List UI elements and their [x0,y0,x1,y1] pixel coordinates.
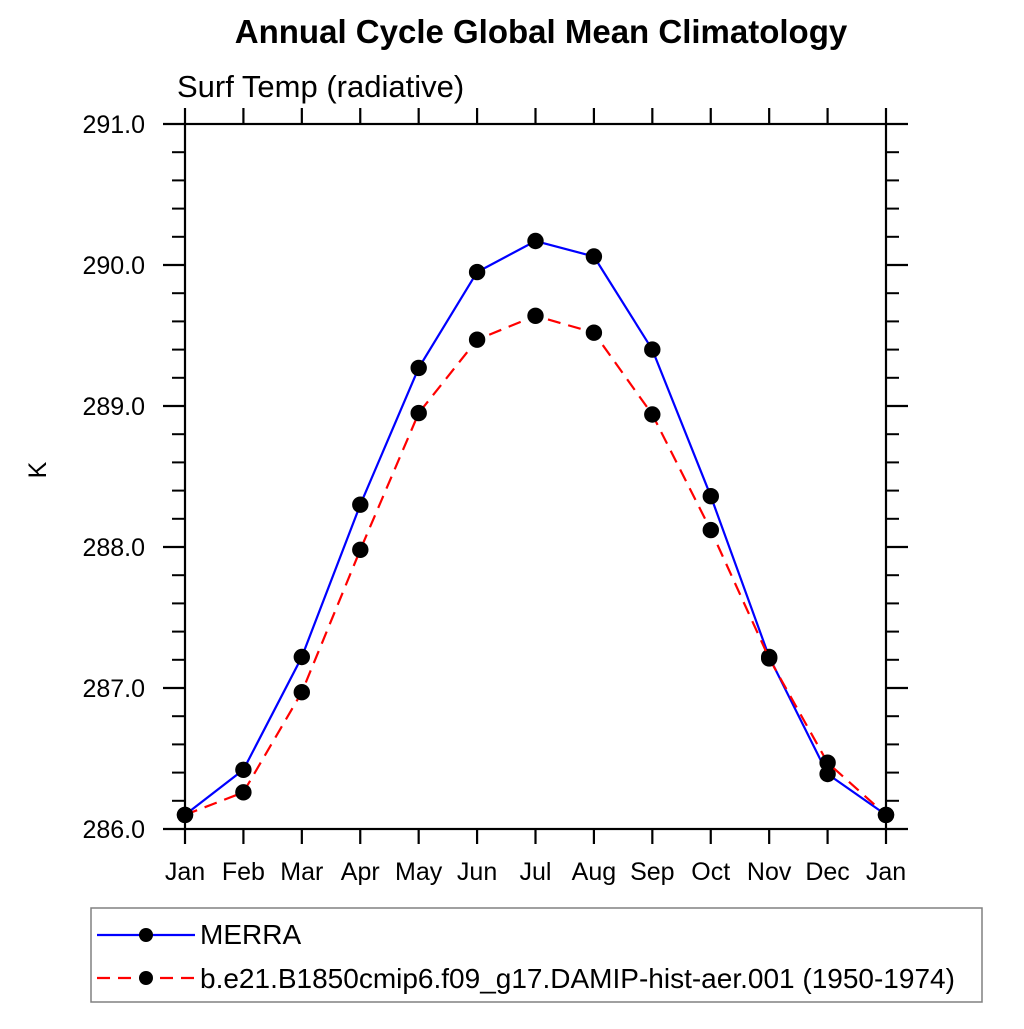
legend-entry-label: b.e21.B1850cmip6.f09_g17.DAMIP-hist-aer.… [200,963,955,994]
series-line-1 [184,314,887,816]
plot-frame [183,122,888,831]
data-point-marker [352,496,369,513]
data-point-marker [235,761,252,778]
legend-box [90,907,983,1003]
data-point-marker [761,650,778,667]
x-tick-label: Dec [805,858,849,886]
data-point-marker [877,806,895,824]
x-tick-label: Jul [520,858,552,886]
data-point-marker [468,263,486,281]
data-point-marker [702,521,719,539]
y-tick-label: 287.0 [82,675,145,703]
data-point-marker [293,684,310,701]
x-tick-label: Mar [280,858,323,886]
data-point-marker [585,248,603,265]
data-point-marker [702,488,719,505]
y-tick-label: 291.0 [82,111,145,139]
y-tick-label: 289.0 [82,393,145,421]
y-axis-label: K [24,461,52,478]
y-tick-label: 288.0 [82,534,145,562]
data-point-marker [527,232,544,250]
x-tick-label: Oct [691,858,730,886]
data-point-marker [527,307,544,324]
data-series [176,232,895,824]
data-point-marker [819,765,836,783]
legend-marker-1 [139,971,153,985]
y-tick-label: 290.0 [82,252,145,280]
x-tick-label: Sep [630,858,674,886]
data-point-marker [293,648,310,666]
data-point-marker [410,404,427,422]
x-tick-label: Jan [866,858,906,886]
axes: 286.0 287.0 288.0 289.0 290.0 291.0 Jan Feb Mar A… [82,108,908,886]
legend-entry-label: MERRA [200,919,301,950]
chart-title: Annual Cycle Global Mean Climatology [235,13,848,50]
legend-marker-0 [139,928,153,942]
y-tick-label: 286.0 [82,816,145,844]
chart-subtitle: Surf Temp (radiative) [177,69,464,104]
x-tick-label: Nov [747,858,792,886]
data-point-marker [644,406,661,423]
x-tick-label: Jun [457,858,497,886]
data-point-marker [644,341,661,358]
x-tick-label: Aug [572,858,616,886]
series-line-0 [184,239,887,816]
data-point-marker [819,754,836,771]
legend: MERRA b.e21.B1850cmip6.f09_g17.DAMIP-hist… [90,907,983,1003]
data-point-marker [410,359,427,377]
x-tick-label: Jan [165,858,205,886]
data-point-marker [176,806,194,824]
data-point-marker [585,324,603,341]
x-tick-label: Feb [222,858,265,886]
x-tick-label: Apr [341,858,380,886]
data-point-marker [468,331,486,348]
data-point-marker [352,541,369,558]
x-tick-label: May [395,858,443,886]
data-point-marker [235,784,252,801]
